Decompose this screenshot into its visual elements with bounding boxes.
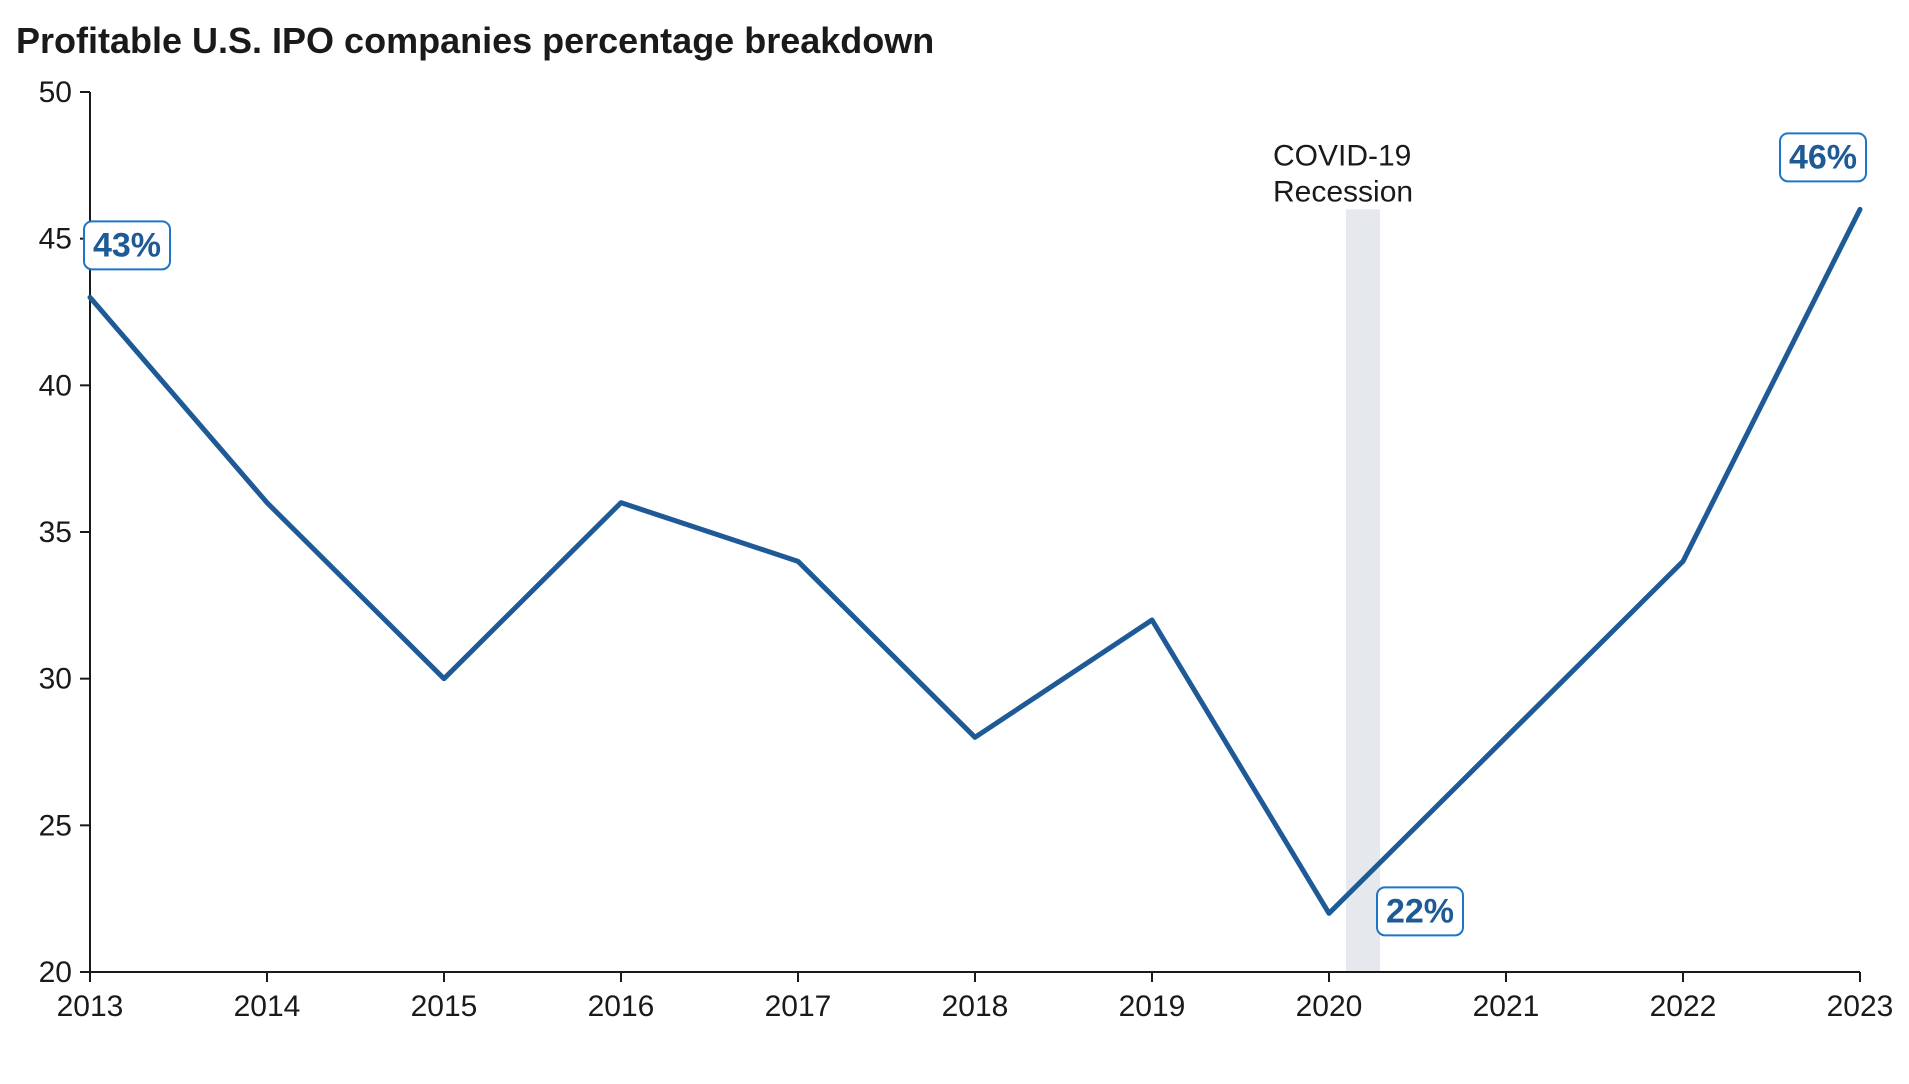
x-tick-label: 2015 xyxy=(411,990,478,1023)
y-tick-label: 50 xyxy=(39,76,72,109)
callout-label: 43% xyxy=(93,226,161,264)
line-chart: 20 25 30 35 40 45 50 2013 2014 2015 2016 2017 2018 20… xyxy=(10,72,1870,1072)
annotation-line1: COVID-19 xyxy=(1273,139,1411,172)
x-tick-label: 2022 xyxy=(1650,990,1717,1023)
callout-label: 22% xyxy=(1386,892,1454,930)
x-tick-label: 2019 xyxy=(1119,990,1186,1023)
y-tick-label: 30 xyxy=(39,663,72,696)
x-tick-label: 2023 xyxy=(1827,990,1894,1023)
x-tick-label: 2018 xyxy=(942,990,1009,1023)
y-tick-label: 45 xyxy=(39,223,72,256)
chart-title: Profitable U.S. IPO companies percentage… xyxy=(16,20,1879,62)
x-tick-label: 2020 xyxy=(1296,990,1363,1023)
callout-label: 46% xyxy=(1789,138,1857,176)
x-tick-label: 2013 xyxy=(57,990,124,1023)
x-tick-label: 2021 xyxy=(1473,990,1540,1023)
x-tick-label: 2014 xyxy=(234,990,301,1023)
y-tick-label: 40 xyxy=(39,369,72,402)
y-tick-label: 35 xyxy=(39,516,72,549)
annotation-line2: Recession xyxy=(1273,175,1413,208)
x-tick-label: 2016 xyxy=(588,990,655,1023)
recession-band xyxy=(1346,209,1380,972)
y-tick-label: 20 xyxy=(39,956,72,989)
x-tick-label: 2017 xyxy=(765,990,832,1023)
y-tick-label: 25 xyxy=(39,809,72,842)
data-line xyxy=(90,209,1860,913)
